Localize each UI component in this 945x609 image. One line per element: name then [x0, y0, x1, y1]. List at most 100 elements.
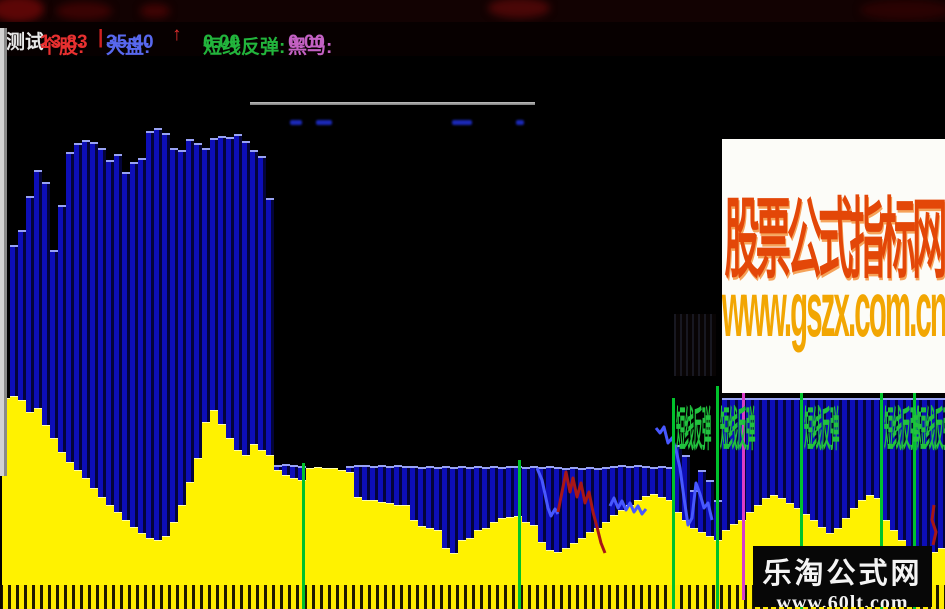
- titlebar-artifact: [56, 2, 112, 20]
- yellow-bar: [578, 538, 586, 609]
- blue-bar: [266, 198, 274, 609]
- yellow-bar: [26, 412, 34, 609]
- yellow-bar: [418, 526, 426, 609]
- yellow-bar: [666, 500, 674, 609]
- yellow-bar: [610, 515, 618, 609]
- yellow-bar: [562, 548, 570, 609]
- yellow-bar: [106, 505, 114, 609]
- blue-bar: [58, 205, 66, 609]
- faint-volume-ghost: [674, 314, 716, 376]
- yellow-bar: [450, 553, 458, 609]
- watermark-gszx-title: 股票公式指标网: [724, 193, 945, 290]
- left-edge-strip: [0, 28, 7, 476]
- yellow-bar: [114, 512, 122, 609]
- yellow-bar: [538, 542, 546, 609]
- blue-bar: [242, 141, 250, 609]
- blue-bar: [890, 398, 898, 609]
- yellow-bar: [410, 520, 418, 609]
- blue-dash-artifact: [452, 120, 472, 125]
- blue-bar: [234, 134, 242, 609]
- yellow-bar: [202, 422, 210, 609]
- yellow-bar: [730, 524, 738, 609]
- blue-bar: [746, 398, 754, 609]
- yellow-bar: [346, 472, 354, 609]
- yellow-bar: [210, 410, 218, 609]
- blue-bar: [538, 467, 546, 609]
- yellow-bar: [18, 400, 26, 609]
- buy-signal-line: [302, 463, 305, 609]
- titlebar-artifact: [0, 0, 44, 22]
- yellow-bar: [554, 552, 562, 609]
- blue-bar: [170, 148, 178, 609]
- yellow-bar: [642, 496, 650, 609]
- yellow-bar: [658, 497, 666, 609]
- blue-bar: [810, 398, 818, 609]
- blue-bar: [178, 150, 186, 609]
- yellow-bar: [122, 520, 130, 609]
- blue-bar: [162, 133, 170, 609]
- yellow-bar: [394, 505, 402, 609]
- blue-bar: [906, 398, 914, 609]
- chart-area[interactable]: 短线反弹短线反弹短线反弹短线反弹短线反弹 股票公式指标网 www.gszx.co…: [0, 28, 945, 609]
- blue-bar: [202, 148, 210, 609]
- blue-bar: [730, 398, 738, 609]
- blue-bar: [186, 139, 194, 609]
- yellow-bar: [242, 455, 250, 609]
- blue-bar: [114, 154, 122, 609]
- blue-bar: [250, 150, 258, 609]
- yellow-bar: [186, 482, 194, 609]
- blue-bar: [562, 468, 570, 609]
- blue-bar: [154, 128, 162, 609]
- yellow-bar: [634, 500, 642, 609]
- yellow-bar: [746, 512, 754, 609]
- blue-bar: [98, 148, 106, 609]
- blue-bar: [130, 162, 138, 609]
- buy-signal-line: [800, 390, 803, 609]
- blue-line-c: [654, 425, 714, 527]
- yellow-bar: [306, 468, 314, 609]
- blue-bar: [938, 398, 945, 609]
- blue-bar: [442, 466, 450, 609]
- yellow-bar: [330, 468, 338, 609]
- watermark-60lt-url: www.60lt.com: [776, 592, 909, 607]
- watermark-gszx: 股票公式指标网 www.gszx.com.cn: [722, 139, 945, 393]
- yellow-bar: [498, 518, 506, 609]
- yellow-bar: [322, 468, 330, 609]
- yellow-bar: [82, 478, 90, 609]
- blue-dash-artifact: [290, 120, 302, 125]
- blue-dash-artifact: [516, 120, 524, 125]
- yellow-bar: [434, 530, 442, 609]
- yellow-bar: [66, 462, 74, 609]
- yellow-bar: [474, 530, 482, 609]
- blue-bar: [26, 196, 34, 609]
- blue-dash-artifact: [316, 120, 332, 125]
- buy-signal-line: [518, 460, 521, 609]
- signal-label: 短线反弹: [720, 405, 755, 458]
- indicator-info-bar: 测试 个股: 13.83 | 大盘: 35.40 ↑ 短线反弹: 0.00 黑马: 0.…: [0, 22, 945, 58]
- blue-bar: [82, 140, 90, 609]
- yellow-bar: [170, 522, 178, 609]
- up-arrow-icon: ↑: [172, 24, 182, 45]
- yellow-bar: [506, 517, 514, 609]
- blue-bar: [218, 136, 226, 609]
- yellow-bar: [74, 470, 82, 609]
- blue-bar: [882, 398, 890, 609]
- separator: |: [98, 27, 104, 48]
- yellow-bar: [522, 522, 530, 609]
- blue-bar: [106, 160, 114, 609]
- yellow-bar: [162, 536, 170, 609]
- blue-bar: [66, 152, 74, 609]
- yellow-bar: [458, 540, 466, 609]
- yellow-bar: [362, 500, 370, 609]
- blue-bar: [834, 398, 842, 609]
- red-tick-right: [930, 504, 938, 546]
- blue-bar: [850, 398, 858, 609]
- yellow-bar: [482, 528, 490, 609]
- yellow-bar: [34, 408, 42, 609]
- blue-bar: [722, 398, 730, 609]
- yellow-bar: [218, 424, 226, 609]
- yellow-bar: [466, 538, 474, 609]
- yellow-bar: [690, 528, 698, 609]
- titlebar-artifact: [140, 4, 170, 18]
